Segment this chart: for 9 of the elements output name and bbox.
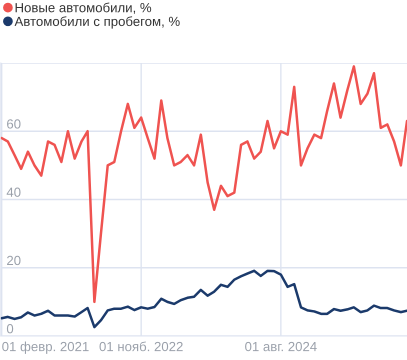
legend-label: Новые автомобили, % xyxy=(16,2,152,14)
x-tick-label: 01 нояб. 2022 xyxy=(100,341,183,352)
x-tick-label: 01 февр. 2021 xyxy=(2,342,89,354)
y-tick-label: 60 xyxy=(7,119,21,129)
y-tick-label: 0 xyxy=(6,324,14,334)
y-tick-label: 20 xyxy=(7,256,21,266)
legend-label: Автомобили с пробегом, % xyxy=(14,16,180,29)
y-tick-label: 40 xyxy=(6,188,21,197)
x-tick-label: 01 авг. 2024 xyxy=(245,342,317,352)
